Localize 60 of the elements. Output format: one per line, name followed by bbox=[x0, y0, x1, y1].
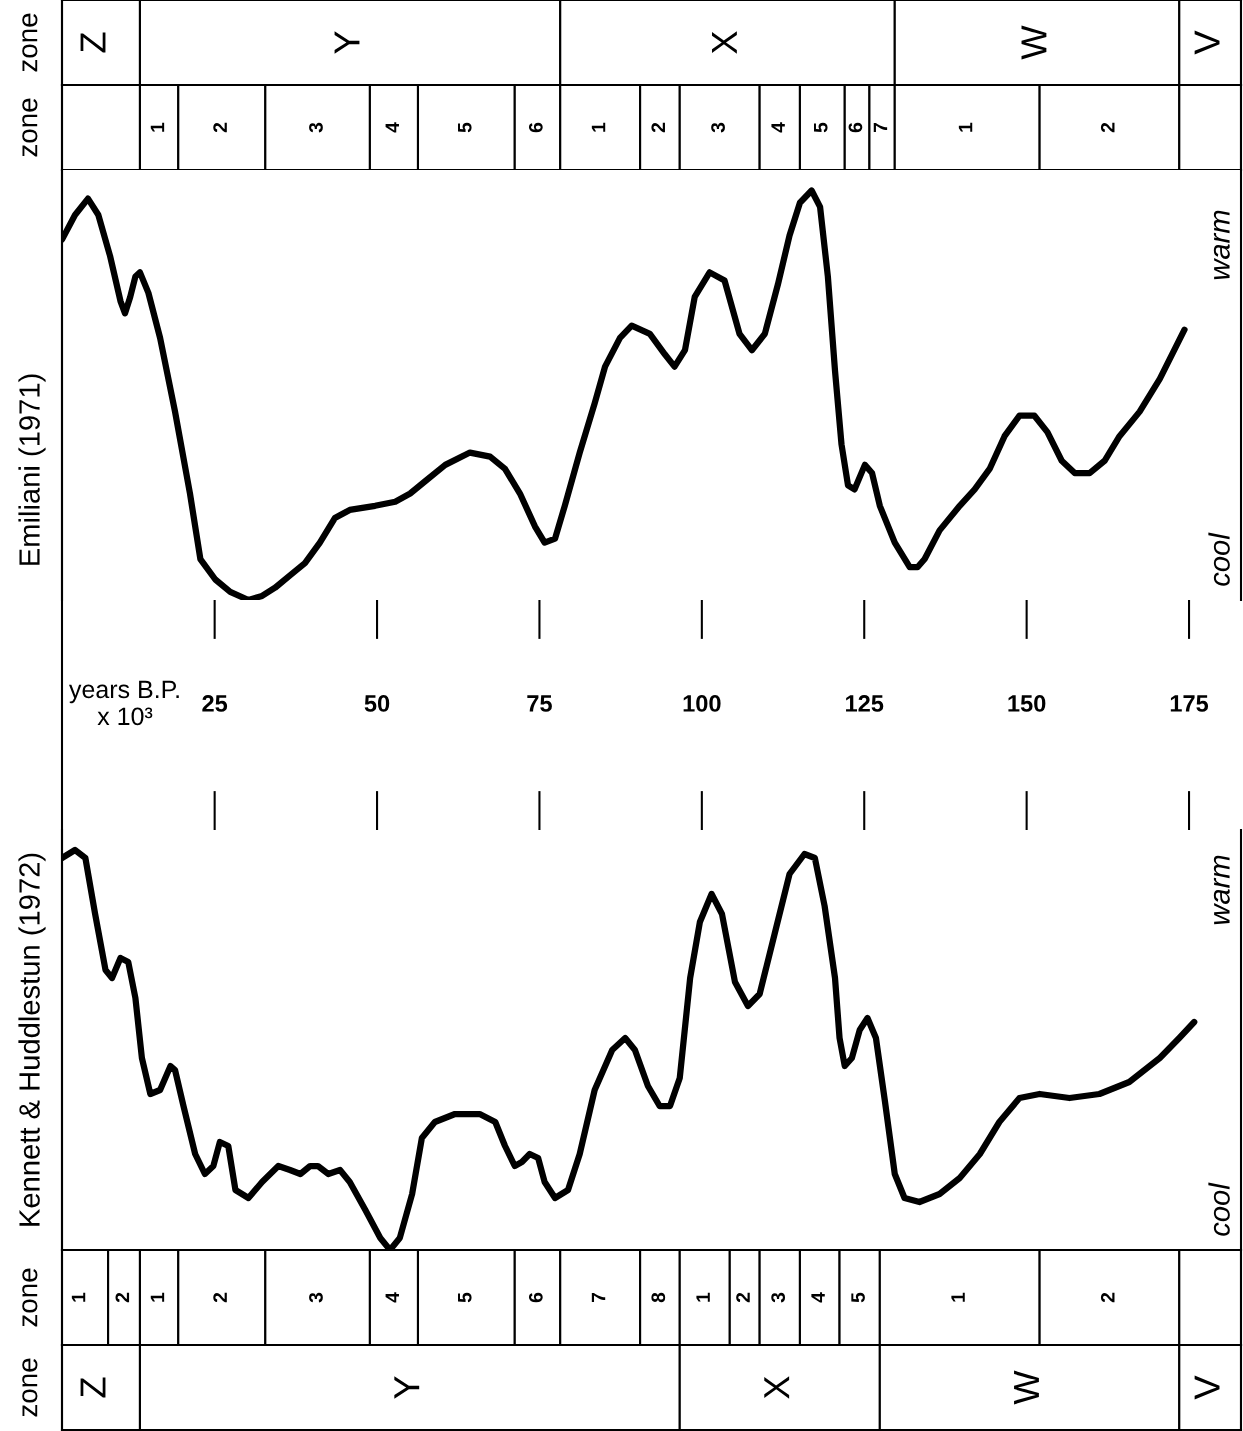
text: zone bbox=[22, 1268, 38, 1327]
series-label: 2 bbox=[115, 1292, 130, 1303]
annotation: warm bbox=[1213, 855, 1230, 925]
series-label: 6 bbox=[848, 122, 863, 133]
series-label: Y bbox=[394, 1376, 420, 1399]
x-tick-label: 100 bbox=[683, 695, 721, 712]
annotation: cool bbox=[1208, 532, 1230, 586]
series-label: 7 bbox=[873, 122, 888, 133]
x-tick-label: 50 bbox=[364, 695, 390, 712]
legend-label: Z bbox=[80, 1377, 106, 1398]
series-label: X bbox=[764, 1376, 790, 1399]
x-tick-label: 150 bbox=[1008, 695, 1046, 712]
text: zone bbox=[22, 1358, 38, 1417]
series-label: 2 bbox=[736, 1292, 750, 1303]
series-label: 4 bbox=[385, 1292, 399, 1303]
series-label: 6 bbox=[528, 122, 543, 133]
series-label: 8 bbox=[651, 1292, 666, 1303]
x-tick-label: 125 bbox=[846, 695, 884, 712]
x-axis-title: years B.P. x 10³ bbox=[69, 680, 179, 726]
text: zone bbox=[22, 13, 38, 72]
series-label: 1 bbox=[71, 1292, 86, 1302]
series-label: 1 bbox=[696, 1292, 710, 1302]
series-label: 2 bbox=[651, 122, 665, 133]
series-label: 2 bbox=[213, 1292, 227, 1303]
series-label: 7 bbox=[591, 1292, 606, 1303]
series-label: Y bbox=[334, 31, 360, 54]
series-label: 1 bbox=[958, 122, 973, 132]
series-label: 2 bbox=[213, 122, 227, 133]
x-tick-label: 75 bbox=[527, 695, 552, 712]
series-label: W bbox=[1014, 1370, 1039, 1405]
x-tick-label: 175 bbox=[1170, 695, 1209, 712]
series-label: 2 bbox=[1100, 122, 1115, 133]
series-label: X bbox=[712, 31, 737, 54]
text: zone bbox=[22, 98, 38, 157]
series-label: Z bbox=[80, 32, 106, 53]
series-label: 4 bbox=[811, 1292, 825, 1303]
series-label: 5 bbox=[813, 122, 828, 133]
series-label: 3 bbox=[309, 1292, 323, 1303]
series-label: 1 bbox=[150, 1292, 165, 1302]
series-label: 1 bbox=[150, 122, 165, 132]
text: Kennett & Huddlestun (1972) bbox=[18, 853, 46, 1226]
series-label: 2 bbox=[1100, 1292, 1115, 1303]
series-label: 5 bbox=[458, 1292, 472, 1303]
series-label: 1 bbox=[951, 1292, 965, 1302]
series-label: V bbox=[1194, 1375, 1220, 1400]
series-label: 3 bbox=[309, 122, 323, 133]
series-label: 5 bbox=[851, 1292, 865, 1303]
annotation: warm bbox=[1213, 210, 1230, 280]
series-label: W bbox=[1021, 25, 1047, 60]
text: Emiliani (1971) bbox=[18, 374, 46, 565]
series-label: 6 bbox=[528, 1292, 543, 1303]
series-label: 3 bbox=[771, 1292, 786, 1303]
series-label: 4 bbox=[385, 122, 399, 133]
series-label: V bbox=[1194, 30, 1220, 55]
annotation: cool bbox=[1208, 1182, 1230, 1236]
series-label: 3 bbox=[711, 122, 725, 133]
series-label: 1 bbox=[591, 122, 606, 132]
series-label: 5 bbox=[458, 122, 472, 133]
series-label: 4 bbox=[771, 122, 785, 133]
x-tick-label: 25 bbox=[202, 695, 228, 712]
